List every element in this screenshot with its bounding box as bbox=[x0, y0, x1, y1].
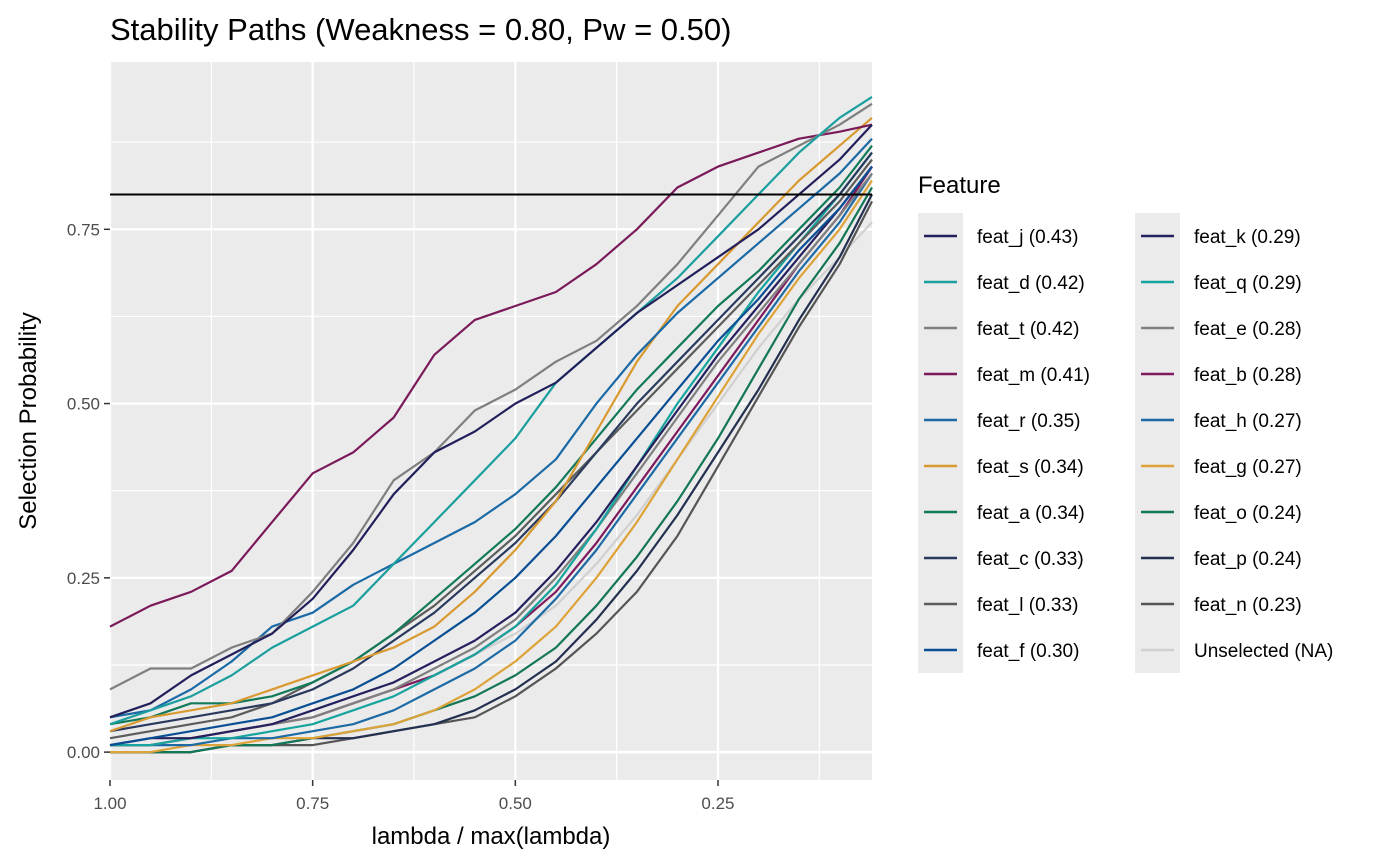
series-line-feat_h bbox=[110, 172, 873, 747]
series-line-feat_t bbox=[109, 102, 873, 691]
y-tick-label: 0.50 bbox=[67, 395, 100, 414]
legend-label-feat_m: feat_m (0.41) bbox=[977, 365, 1090, 386]
legend-label-feat_l: feat_l (0.33) bbox=[977, 595, 1078, 616]
legend-label-feat_g: feat_g (0.27) bbox=[1194, 457, 1302, 478]
series-line-feat_j bbox=[109, 123, 873, 719]
series-line-feat_m bbox=[109, 123, 873, 628]
legend-label-feat_n: feat_n (0.23) bbox=[1194, 595, 1302, 616]
legend-label-Unselected: Unselected (NA) bbox=[1194, 641, 1333, 662]
series-line-feat_s bbox=[109, 116, 873, 733]
y-tick-label: 0.00 bbox=[67, 743, 100, 762]
legend-label-feat_a: feat_a (0.34) bbox=[977, 503, 1085, 524]
legend-key-background bbox=[1135, 213, 1180, 673]
x-tick-label: 0.50 bbox=[499, 794, 532, 813]
legend-label-feat_s: feat_s (0.34) bbox=[977, 457, 1084, 478]
series-line-feat_l bbox=[109, 158, 873, 740]
y-axis-title: Selection Probability bbox=[15, 312, 42, 529]
legend-label-feat_p: feat_p (0.24) bbox=[1194, 549, 1302, 570]
legend-label-feat_b: feat_b (0.28) bbox=[1194, 365, 1302, 386]
x-axis-title: lambda / max(lambda) bbox=[372, 823, 611, 850]
legend-label-feat_r: feat_r (0.35) bbox=[977, 411, 1081, 432]
x-tick-label: 0.25 bbox=[701, 794, 734, 813]
legend-label-feat_e: feat_e (0.28) bbox=[1194, 319, 1302, 340]
legend-label-feat_h: feat_h (0.27) bbox=[1194, 411, 1302, 432]
legend-label-feat_t: feat_t (0.42) bbox=[977, 319, 1079, 340]
series-line-feat_q bbox=[110, 151, 873, 747]
legend-title: Feature bbox=[918, 172, 1001, 199]
x-tick-label: 1.00 bbox=[93, 794, 126, 813]
legend-key-background bbox=[918, 213, 963, 673]
series-line-feat_k bbox=[109, 165, 873, 747]
series-line-feat_d bbox=[109, 95, 873, 726]
legend-label-feat_k: feat_k (0.29) bbox=[1194, 227, 1301, 248]
legend: Feature feat_j (0.43) feat_d (0.42) feat_t… bbox=[918, 172, 1333, 673]
series-line-feat_g bbox=[110, 179, 873, 754]
legend-items: feat_j (0.43) feat_d (0.42) feat_t (0.42) f… bbox=[918, 213, 1333, 673]
x-axis-ticks: 1.00 0.75 0.50 0.25 bbox=[93, 780, 735, 813]
series-line-feat_f bbox=[109, 165, 873, 747]
y-tick-label: 0.25 bbox=[67, 569, 100, 588]
chart-title: Stability Paths (Weakness = 0.80, Pw = 0… bbox=[110, 12, 731, 47]
legend-label-feat_d: feat_d (0.42) bbox=[977, 273, 1085, 294]
minor-gridlines bbox=[110, 62, 872, 780]
y-tick-label: 0.75 bbox=[67, 220, 100, 239]
legend-label-feat_j: feat_j (0.43) bbox=[977, 227, 1078, 248]
y-axis-ticks: 0.00 0.25 0.50 0.75 bbox=[67, 220, 110, 762]
legend-label-feat_c: feat_c (0.33) bbox=[977, 549, 1084, 570]
x-tick-label: 0.75 bbox=[296, 794, 329, 813]
legend-label-feat_o: feat_o (0.24) bbox=[1194, 503, 1302, 524]
series-line-feat_r bbox=[109, 137, 873, 719]
series-line-feat_c bbox=[109, 151, 873, 733]
legend-label-feat_q: feat_q (0.29) bbox=[1194, 273, 1302, 294]
series-line-feat_o bbox=[110, 186, 873, 754]
series-lines bbox=[109, 95, 873, 754]
legend-label-feat_f: feat_f (0.30) bbox=[977, 641, 1079, 662]
